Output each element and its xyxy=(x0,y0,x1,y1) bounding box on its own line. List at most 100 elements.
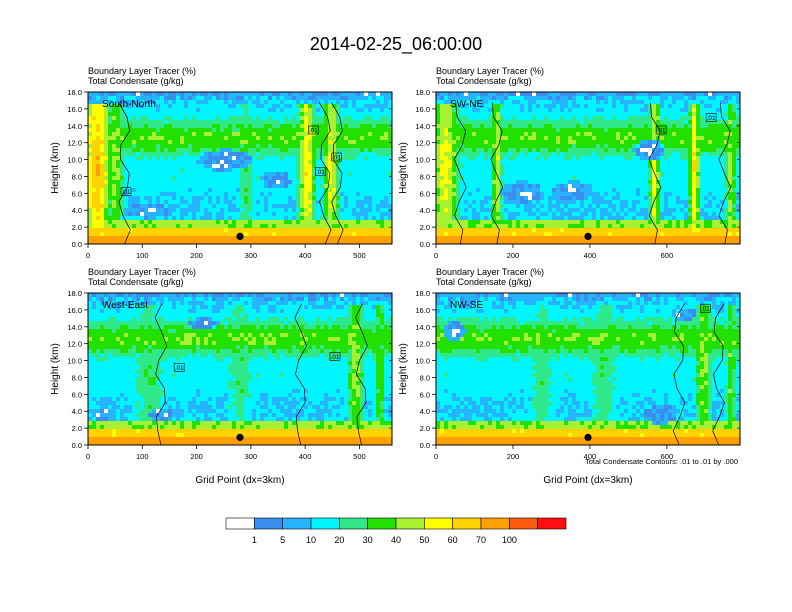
field-cell xyxy=(252,140,257,145)
field-cell xyxy=(492,100,497,105)
field-cell xyxy=(676,152,681,157)
field-cell xyxy=(284,140,289,145)
field-cell xyxy=(184,204,189,209)
field-cell xyxy=(300,160,305,165)
field-cell xyxy=(616,128,621,133)
field-cell xyxy=(452,140,457,145)
field-cell xyxy=(204,192,209,197)
field-cell xyxy=(180,240,185,245)
field-cell xyxy=(132,132,137,137)
field-cell xyxy=(104,100,109,105)
field-cell xyxy=(708,188,713,193)
field-cell xyxy=(624,160,629,165)
field-cell xyxy=(676,144,681,149)
field-cell xyxy=(624,100,629,105)
field-cell xyxy=(88,156,93,161)
field-cell xyxy=(380,136,385,141)
field-cell xyxy=(680,168,685,173)
field-cell xyxy=(496,196,501,201)
field-cell xyxy=(640,148,645,153)
field-cell xyxy=(464,184,469,189)
field-cell xyxy=(544,168,549,173)
field-cell xyxy=(240,116,245,121)
field-cell xyxy=(188,92,193,97)
field-cell xyxy=(692,92,697,97)
field-cell xyxy=(344,152,349,157)
field-cell xyxy=(316,104,321,109)
field-cell xyxy=(212,184,217,189)
field-cell xyxy=(260,216,265,221)
field-cell xyxy=(168,160,173,165)
field-cell xyxy=(532,168,537,173)
field-cell xyxy=(356,124,361,129)
field-cell xyxy=(104,208,109,213)
field-cell xyxy=(536,128,541,133)
field-cell xyxy=(496,188,501,193)
field-cell xyxy=(164,192,169,197)
field-cell xyxy=(696,180,701,185)
field-cell xyxy=(176,168,181,173)
field-cell xyxy=(388,232,393,237)
field-cell xyxy=(580,96,585,101)
field-cell xyxy=(668,116,673,121)
field-cell xyxy=(156,100,161,105)
field-cell xyxy=(128,216,133,221)
field-cell xyxy=(616,144,621,149)
field-cell xyxy=(252,184,257,189)
field-cell xyxy=(208,232,213,237)
field-cell xyxy=(156,164,161,169)
field-cell xyxy=(88,240,93,245)
field-cell xyxy=(440,188,445,193)
field-cell xyxy=(300,212,305,217)
field-cell xyxy=(136,228,141,233)
field-cell xyxy=(684,168,689,173)
field-cell xyxy=(172,200,177,205)
field-cell xyxy=(168,120,173,125)
field-cell xyxy=(712,148,717,153)
field-cell xyxy=(516,184,521,189)
field-cell xyxy=(296,132,301,137)
field-cell xyxy=(236,180,241,185)
field-cell xyxy=(288,132,293,137)
panel-frame xyxy=(87,91,393,245)
field-cell xyxy=(556,192,561,197)
field-cell xyxy=(336,188,341,193)
field-cell xyxy=(572,96,577,101)
field-cell xyxy=(436,152,441,157)
field-cell xyxy=(484,152,489,157)
field-cell xyxy=(620,140,625,145)
field-cell xyxy=(496,168,501,173)
field-cell xyxy=(604,136,609,141)
field-cell xyxy=(148,192,153,197)
field-cell xyxy=(360,200,365,205)
field-cell xyxy=(272,172,277,177)
field-cell xyxy=(248,104,253,109)
field-cell xyxy=(324,228,329,233)
field-cell xyxy=(320,160,325,165)
field-cell xyxy=(440,96,445,101)
field-cell xyxy=(264,172,269,177)
field-cell xyxy=(544,176,549,181)
field-cell xyxy=(268,204,273,209)
field-cell xyxy=(452,164,457,169)
field-cell xyxy=(436,92,441,97)
field-cell xyxy=(264,168,269,173)
field-cell xyxy=(372,100,377,105)
field-cell xyxy=(628,108,633,113)
field-cell xyxy=(580,164,585,169)
field-cell xyxy=(388,120,393,125)
field-cell xyxy=(88,172,93,177)
field-cell xyxy=(660,128,665,133)
field-cell xyxy=(296,148,301,153)
field-cell xyxy=(288,196,293,201)
field-cell xyxy=(160,192,165,197)
field-cell xyxy=(448,144,453,149)
field-cell xyxy=(220,140,225,145)
field-cell xyxy=(288,116,293,121)
field-cell xyxy=(464,164,469,169)
field-cell xyxy=(480,120,485,125)
field-cell xyxy=(320,132,325,137)
field-cell xyxy=(504,120,509,125)
field-cell xyxy=(140,200,145,205)
field-cell xyxy=(264,236,269,241)
